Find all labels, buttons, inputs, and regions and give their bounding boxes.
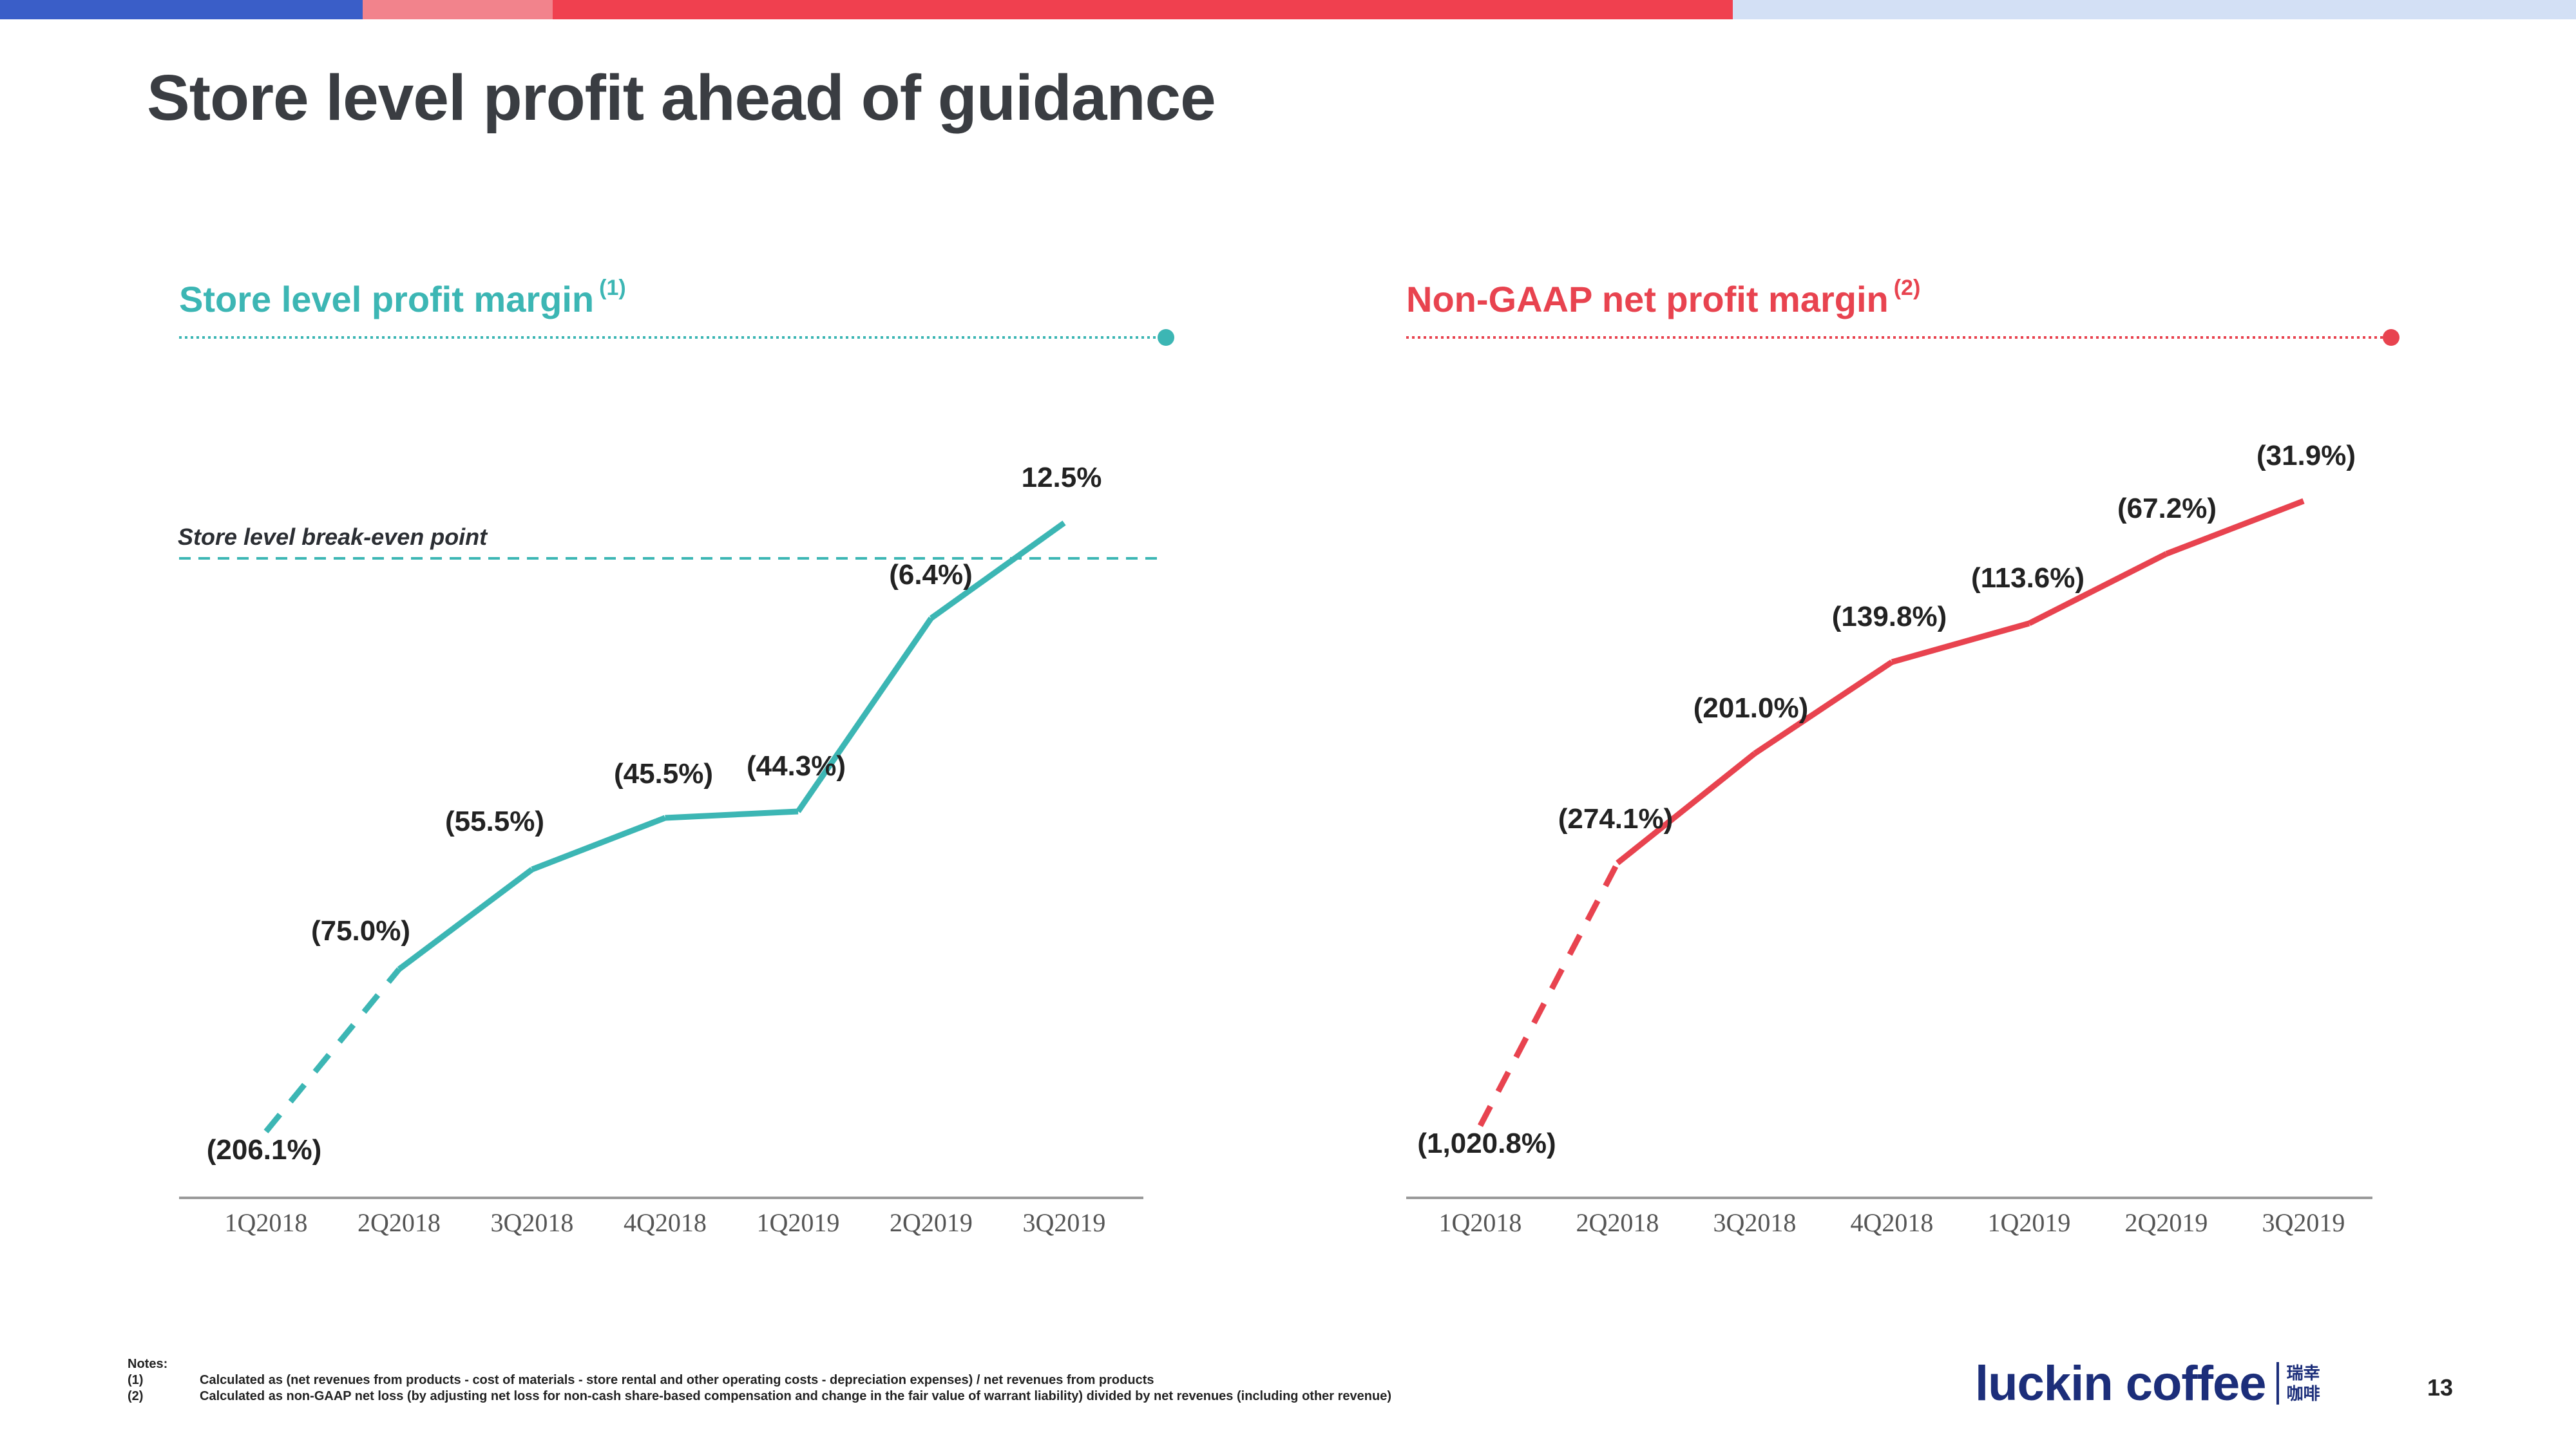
right-line-segment-1 (1478, 861, 1620, 1128)
left-data-label-6: (6.4%) (889, 559, 973, 591)
logo-chinese: 瑞幸 咖啡 (2287, 1363, 2320, 1404)
left-chart-title: Store level profit margin (1) (179, 276, 626, 320)
left-data-label-5: (44.3%) (747, 750, 846, 782)
left-category-label-4: 4Q2018 (624, 1208, 707, 1237)
page-number: 13 (2427, 1374, 2454, 1401)
right-chart-title-text: Non-GAAP net profit margin (1406, 279, 1889, 319)
left-chart-title-note: (1) (599, 276, 626, 301)
right-category-label-6: 2Q2019 (2125, 1208, 2208, 1237)
luckin-logo: luckin coffee 瑞幸 咖啡 (1975, 1356, 2320, 1411)
logo-chinese-line1: 瑞幸 (2286, 1363, 2320, 1383)
logo-text: luckin coffee (1975, 1356, 2267, 1411)
right-category-label-2: 2Q2018 (1576, 1208, 1659, 1237)
top-bar-blue (0, 0, 363, 19)
top-bar-red (553, 0, 1733, 19)
right-line-segment-5 (2027, 551, 2168, 627)
right-category-label-4: 4Q2018 (1851, 1208, 1934, 1237)
right-chart-title: Non-GAAP net profit margin (2) (1406, 276, 1921, 320)
right-data-label-5: (113.6%) (1971, 562, 2085, 594)
left-data-label-1: (206.1%) (207, 1134, 322, 1166)
left-line-segment-4 (665, 808, 799, 821)
break-even-label: Store level break-even point (178, 524, 488, 550)
note-1-text: Calculated as (net revenues from product… (200, 1373, 1154, 1387)
left-data-label-7: 12.5% (1022, 462, 1102, 493)
left-category-label-2: 2Q2018 (358, 1208, 441, 1237)
left-category-label-1: 1Q2018 (225, 1208, 308, 1237)
left-line-segment-5 (796, 616, 934, 813)
page-title: Store level profit ahead of guidance (147, 62, 1216, 134)
left-line-segment-3 (531, 815, 667, 873)
note-1-number: (1) (128, 1373, 144, 1387)
right-chart-title-note: (2) (1893, 276, 1921, 301)
logo-chinese-line2: 咖啡 (2286, 1384, 2320, 1403)
left-header-dot (1158, 329, 1174, 346)
left-line-segment-1 (263, 967, 401, 1133)
right-data-label-1: (1,020.8%) (1417, 1128, 1556, 1159)
right-category-label-3: 3Q2018 (1713, 1208, 1797, 1237)
right-header-dot (2383, 329, 2399, 346)
note-2-number: (2) (128, 1389, 144, 1403)
right-data-label-7: (31.9%) (2256, 440, 2356, 471)
right-category-label-7: 3Q2019 (2262, 1208, 2345, 1237)
right-data-label-4: (139.8%) (1832, 601, 1947, 632)
note-2-text: Calculated as non-GAAP net loss (by adju… (200, 1389, 1391, 1403)
right-category-label-5: 1Q2019 (1988, 1208, 2071, 1237)
left-line-segment-6 (929, 520, 1066, 621)
left-series: (206.1%) (75.0%) (55.5%) (45.5%) (44.3%) (6.4… (207, 462, 1106, 1237)
right-line-segment-3 (1753, 659, 1894, 756)
left-data-label-3: (55.5%) (445, 806, 544, 837)
right-line-segment-6 (2165, 498, 2305, 557)
right-line-segment-4 (1891, 620, 2030, 665)
right-data-label-2: (274.1%) (1558, 803, 1674, 835)
right-series: (1,020.8%) (274.1%) (201.0%) (139.8%) (113.6… (1417, 440, 2356, 1237)
left-category-label-5: 1Q2019 (757, 1208, 840, 1237)
left-chart-title-text: Store level profit margin (179, 279, 595, 319)
logo-separator (2276, 1362, 2279, 1405)
right-category-label-1: 1Q2018 (1439, 1208, 1522, 1237)
top-bar-light (1733, 0, 2576, 19)
left-line-segment-2 (397, 867, 534, 972)
right-data-label-3: (201.0%) (1693, 692, 1809, 724)
top-bar-pink (363, 0, 553, 19)
notes-header: Notes: (128, 1357, 168, 1371)
right-line-segment-2 (1616, 751, 1757, 866)
left-category-label-3: 3Q2018 (491, 1208, 574, 1237)
right-data-label-6: (67.2%) (2117, 493, 2217, 524)
left-data-label-2: (75.0%) (311, 915, 410, 947)
left-category-label-7: 3Q2019 (1023, 1208, 1106, 1237)
left-data-label-4: (45.5%) (614, 758, 713, 790)
left-category-label-6: 2Q2019 (890, 1208, 973, 1237)
